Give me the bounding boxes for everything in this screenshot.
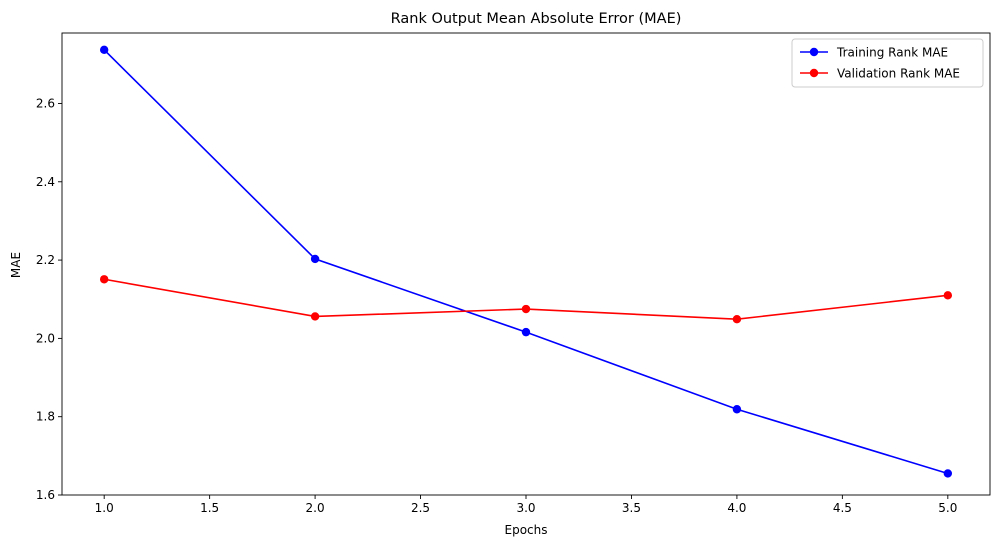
data-point-0-1 bbox=[310, 254, 320, 264]
axes-frame bbox=[61, 32, 991, 496]
data-point-0-4 bbox=[943, 469, 953, 478]
x-tick-label-1: 1.5 bbox=[200, 501, 219, 515]
series-line-0 bbox=[103, 49, 949, 475]
y-tick-label-1: 1.8 bbox=[36, 410, 55, 424]
x-tick-label-3: 2.5 bbox=[411, 501, 430, 515]
data-point-0-2 bbox=[521, 327, 531, 337]
data-point-1-2 bbox=[521, 304, 531, 314]
data-point-1-4 bbox=[943, 291, 953, 300]
data-point-0-3 bbox=[732, 405, 742, 414]
y-tick-label-4: 2.4 bbox=[36, 175, 55, 189]
x-tick-label-2: 2.0 bbox=[306, 501, 325, 515]
data-point-1-0 bbox=[99, 275, 109, 284]
plot-area bbox=[99, 45, 953, 478]
legend-label-0: Training Rank MAE bbox=[836, 46, 948, 60]
legend-box bbox=[791, 38, 984, 88]
chart-title: Rank Output Mean Absolute Error (MAE) bbox=[391, 11, 682, 27]
data-point-1-3 bbox=[732, 315, 742, 324]
data-point-0-0 bbox=[99, 45, 109, 55]
data-point-1-1 bbox=[310, 312, 320, 321]
legend-marker-0 bbox=[809, 47, 819, 57]
x-tick-label-4: 3.0 bbox=[516, 501, 535, 515]
x-tick-label-7: 4.5 bbox=[833, 501, 852, 515]
y-tick-label-2: 2.0 bbox=[36, 331, 55, 345]
x-axis-label: Epochs bbox=[505, 523, 548, 537]
y-tick-label-5: 2.6 bbox=[36, 96, 55, 110]
y-axis-label: MAE bbox=[9, 252, 23, 278]
legend: Training Rank MAE Validation Rank MAE bbox=[791, 38, 984, 88]
legend-marker-1 bbox=[809, 68, 819, 78]
x-tick-label-0: 1.0 bbox=[95, 501, 114, 515]
y-tick-label-0: 1.6 bbox=[36, 488, 55, 502]
axes: 1.0 1.5 2.0 2.5 3.0 3.5 4.0 4.5 5.0 1.6 1.8 2.0 2.2 2… bbox=[36, 32, 991, 515]
y-tick-label-3: 2.2 bbox=[36, 253, 55, 267]
x-tick-label-8: 5.0 bbox=[938, 501, 957, 515]
legend-label-1: Validation Rank MAE bbox=[837, 67, 960, 81]
x-tick-label-6: 4.0 bbox=[727, 501, 746, 515]
x-tick-label-5: 3.5 bbox=[622, 501, 641, 515]
